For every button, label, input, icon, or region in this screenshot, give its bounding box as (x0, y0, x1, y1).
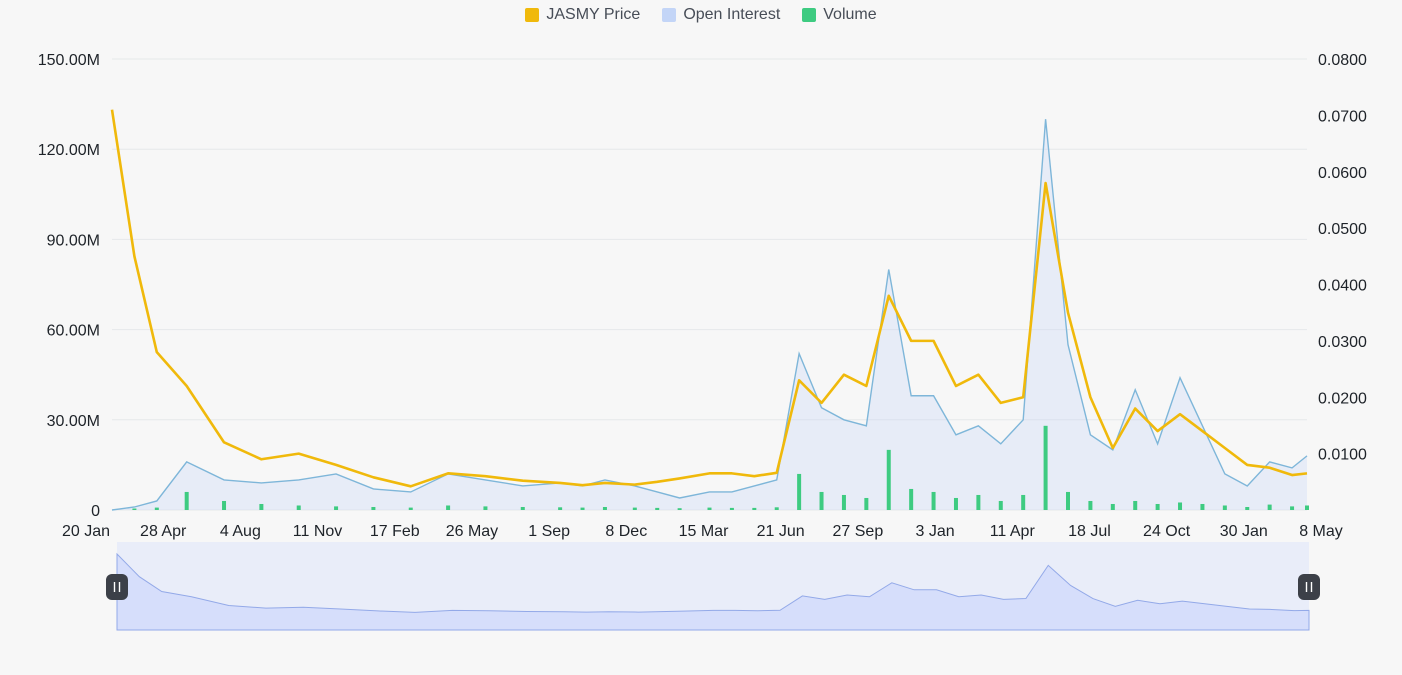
volume-bar (1222, 505, 1227, 510)
y-right-tick-label: 0.0300 (1318, 334, 1367, 351)
volume-bar (797, 473, 802, 510)
legend-label-price: JASMY Price (546, 6, 641, 23)
x-tick-label: 11 Nov (293, 523, 343, 540)
x-tick-label: 3 Jan (915, 523, 954, 540)
series-open-interest-area (112, 119, 1307, 510)
x-tick-label: 27 Sep (833, 523, 884, 540)
volume-bar (602, 506, 607, 510)
volume-bar (976, 494, 981, 510)
y-left-tick-label: 60.00M (47, 323, 100, 340)
y-left-tick-label: 90.00M (47, 232, 100, 249)
x-tick-label: 17 Feb (370, 523, 420, 540)
y-right-tick-label: 0.0800 (1318, 52, 1367, 69)
volume-bar (1290, 506, 1295, 510)
volume-bar (154, 507, 159, 510)
volume-bar (446, 505, 451, 510)
y-right-tick-label: 0.0500 (1318, 221, 1367, 238)
x-tick-label: 4 Aug (220, 523, 261, 540)
y-left-tick-label: 30.00M (47, 413, 100, 430)
legend-item-price[interactable]: JASMY Price (525, 6, 640, 24)
volume-bar (371, 506, 376, 510)
legend: JASMY Price Open Interest Volume (0, 6, 1402, 24)
volume-bar (222, 500, 227, 510)
series-price-line (110, 109, 1308, 488)
x-tick-label: 30 Jan (1220, 523, 1268, 540)
volume-bar (184, 491, 189, 510)
volume-bar (841, 494, 846, 510)
x-tick-label: 24 Oct (1143, 523, 1191, 540)
volume-bar (655, 507, 660, 510)
y-left-tick-label: 150.00M (38, 52, 100, 69)
volume-bar (408, 507, 413, 510)
x-tick-label: 28 Apr (140, 523, 187, 540)
legend-item-open-interest[interactable]: Open Interest (662, 6, 780, 24)
y-left-tick-label: 120.00M (38, 142, 100, 159)
volume-bar (632, 507, 637, 510)
series-open-interest-line (111, 119, 1308, 511)
volume-bar (707, 507, 712, 510)
legend-item-volume[interactable]: Volume (802, 6, 877, 24)
y-right-tick-label: 0.0700 (1318, 108, 1367, 125)
x-tick-label: 8 May (1299, 523, 1343, 540)
volume-bar (931, 491, 936, 510)
volume-bar (1021, 494, 1026, 510)
volume-bar (483, 506, 488, 510)
x-tick-label: 1 Sep (528, 523, 570, 540)
volume-bar (909, 488, 914, 510)
volume-bar (520, 506, 525, 510)
navigator-series-area (116, 552, 1310, 631)
volume-bar (132, 508, 137, 510)
volume-bar (558, 507, 563, 510)
volume-bar (1110, 503, 1115, 510)
volume-bar (1088, 500, 1093, 510)
y-right-tick-label: 0.0400 (1318, 278, 1367, 295)
navigator-handle-right[interactable] (1298, 574, 1320, 600)
legend-swatch-volume (802, 8, 817, 22)
legend-swatch-price (525, 8, 540, 22)
x-tick-label: 18 Jul (1068, 523, 1111, 540)
x-tick-label: 26 May (446, 523, 498, 540)
volume-bar (998, 500, 1003, 510)
volume-bar (819, 491, 824, 510)
y-left-tick-label: 0 (91, 503, 100, 520)
volume-bar (1178, 502, 1183, 510)
volume-bar (1245, 506, 1250, 510)
legend-label-open-interest: Open Interest (683, 6, 781, 23)
volume-bar (1267, 504, 1272, 510)
volume-bar (1200, 503, 1205, 510)
y-right-tick-label: 0.0200 (1318, 390, 1367, 407)
x-tick-label: 20 Jan (62, 523, 110, 540)
legend-label-volume: Volume (823, 6, 877, 23)
volume-bar (774, 507, 779, 510)
volume-bar (1155, 503, 1160, 510)
volume-bar (1066, 491, 1070, 510)
x-tick-label: 15 Mar (679, 523, 729, 540)
navigator-handle-left[interactable] (106, 574, 128, 600)
volume-bar (953, 497, 958, 510)
x-tick-label: 8 Dec (605, 523, 647, 540)
y-right-tick-label: 0.0100 (1318, 447, 1367, 464)
volume-bar (580, 507, 585, 510)
y-right-tick-label: 0.0600 (1318, 165, 1367, 182)
volume-bar (677, 508, 682, 510)
volume-bar (886, 449, 891, 510)
volume-bar (752, 507, 757, 510)
x-tick-label: 21 Jun (757, 523, 805, 540)
volume-bar (296, 505, 301, 510)
volume-bar (729, 507, 734, 510)
volume-bar (864, 497, 869, 510)
volume-bar (1043, 425, 1048, 510)
x-tick-label: 11 Apr (990, 523, 1036, 540)
volume-bar (334, 506, 339, 510)
volume-bar (259, 503, 264, 510)
volume-bar (1305, 505, 1309, 510)
legend-swatch-open-interest (662, 8, 677, 22)
volume-bar (1133, 500, 1138, 510)
